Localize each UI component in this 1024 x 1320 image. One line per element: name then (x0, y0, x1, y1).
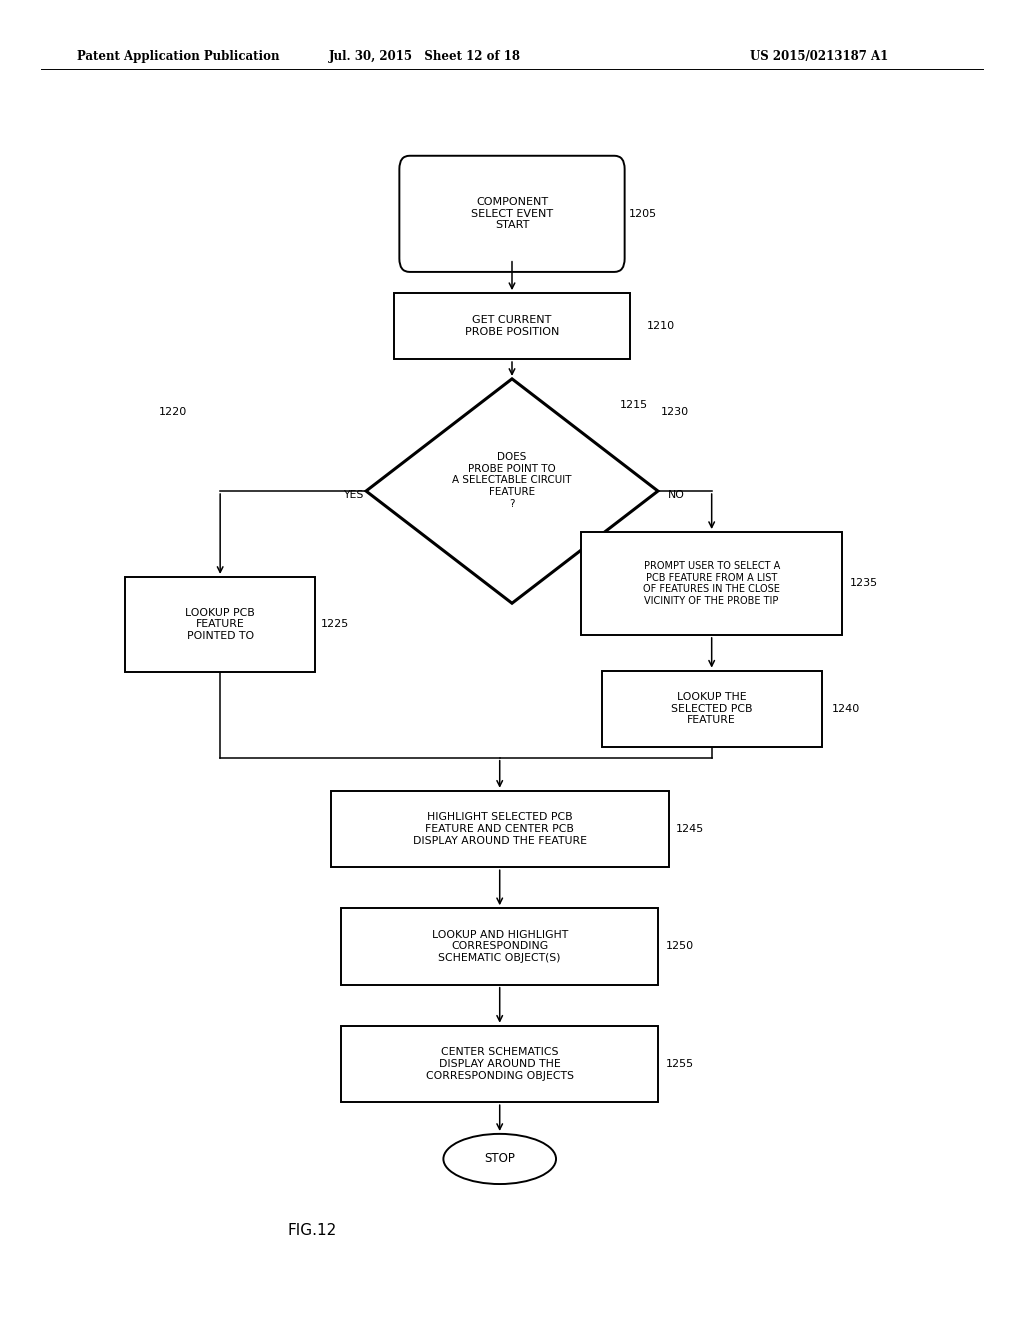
Text: 1210: 1210 (647, 321, 675, 331)
Text: CENTER SCHEMATICS
DISPLAY AROUND THE
CORRESPONDING OBJECTS: CENTER SCHEMATICS DISPLAY AROUND THE COR… (426, 1047, 573, 1081)
Text: NO: NO (668, 490, 684, 500)
Bar (341, 908, 658, 985)
Text: DOES
PROBE POINT TO
A SELECTABLE CIRCUIT
FEATURE
?: DOES PROBE POINT TO A SELECTABLE CIRCUIT… (453, 453, 571, 508)
Text: 1255: 1255 (666, 1059, 693, 1069)
Bar (394, 293, 630, 359)
Text: COMPONENT
SELECT EVENT
START: COMPONENT SELECT EVENT START (471, 197, 553, 231)
Text: LOOKUP AND HIGHLIGHT
CORRESPONDING
SCHEMATIC OBJECT(S): LOOKUP AND HIGHLIGHT CORRESPONDING SCHEM… (431, 929, 568, 964)
Bar (601, 671, 821, 747)
Ellipse shape (443, 1134, 556, 1184)
Text: PROMPT USER TO SELECT A
PCB FEATURE FROM A LIST
OF FEATURES IN THE CLOSE
VICINIT: PROMPT USER TO SELECT A PCB FEATURE FROM… (643, 561, 780, 606)
Text: 1245: 1245 (676, 824, 705, 834)
Bar (125, 577, 315, 672)
Text: 1220: 1220 (159, 407, 187, 417)
Bar (341, 1026, 658, 1102)
Text: 1235: 1235 (850, 578, 878, 589)
Text: US 2015/0213187 A1: US 2015/0213187 A1 (750, 50, 889, 63)
Text: 1205: 1205 (629, 209, 656, 219)
Text: 1240: 1240 (831, 704, 860, 714)
Bar (331, 791, 669, 867)
Text: 1215: 1215 (620, 400, 647, 411)
Text: YES: YES (343, 490, 364, 500)
Text: 1250: 1250 (666, 941, 693, 952)
Text: GET CURRENT
PROBE POSITION: GET CURRENT PROBE POSITION (465, 315, 559, 337)
Bar (581, 532, 842, 635)
Text: 1225: 1225 (321, 619, 349, 630)
Text: Jul. 30, 2015   Sheet 12 of 18: Jul. 30, 2015 Sheet 12 of 18 (329, 50, 521, 63)
Text: LOOKUP THE
SELECTED PCB
FEATURE: LOOKUP THE SELECTED PCB FEATURE (671, 692, 753, 726)
Text: HIGHLIGHT SELECTED PCB
FEATURE AND CENTER PCB
DISPLAY AROUND THE FEATURE: HIGHLIGHT SELECTED PCB FEATURE AND CENTE… (413, 812, 587, 846)
Text: LOOKUP PCB
FEATURE
POINTED TO: LOOKUP PCB FEATURE POINTED TO (185, 607, 255, 642)
Text: Patent Application Publication: Patent Application Publication (77, 50, 280, 63)
Text: 1230: 1230 (660, 407, 688, 417)
Text: FIG.12: FIG.12 (288, 1222, 337, 1238)
Text: STOP: STOP (484, 1152, 515, 1166)
FancyBboxPatch shape (399, 156, 625, 272)
Polygon shape (367, 379, 657, 603)
